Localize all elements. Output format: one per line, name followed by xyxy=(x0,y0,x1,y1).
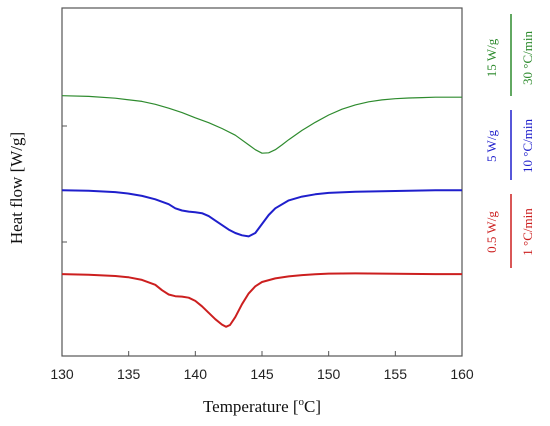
y-axis-ticks xyxy=(62,125,67,243)
series-line-2 xyxy=(61,272,462,328)
legend: 15 W/g 30 °C/min 5 W/g 10 °C/min 0.5 W/g 1 °C… xyxy=(484,14,535,268)
x-axis-ticks: 130 135 140 145 150 155 160 xyxy=(50,351,474,382)
x-axis-title: Temperature [oC] xyxy=(203,396,321,416)
legend-scale-label: 15 W/g xyxy=(484,38,499,77)
x-axis-title-main: Temperature [ xyxy=(203,397,299,416)
legend-rate-label: 10 °C/min xyxy=(520,119,535,173)
x-tick-label: 145 xyxy=(250,366,274,382)
x-tick-label: 150 xyxy=(317,366,341,382)
legend-rate-label: 30 °C/min xyxy=(520,31,535,85)
x-axis-title-tail: C] xyxy=(304,397,321,416)
plot-frame xyxy=(61,7,463,357)
series-lines xyxy=(61,95,462,328)
x-tick-label: 155 xyxy=(384,366,408,382)
x-tick-label: 135 xyxy=(117,366,141,382)
plot-border xyxy=(61,7,463,357)
legend-scale-label: 5 W/g xyxy=(484,130,499,162)
x-axis-title-sup: o xyxy=(299,396,305,408)
series-line-0 xyxy=(61,95,462,154)
x-tick-label: 140 xyxy=(184,366,208,382)
legend-scale-label: 0.5 W/g xyxy=(484,211,499,253)
series-line-1 xyxy=(61,189,462,238)
x-tick-label: 160 xyxy=(450,366,474,382)
x-tick-label: 130 xyxy=(50,366,74,382)
y-axis-title: Heat flow [W/g] xyxy=(7,132,26,244)
legend-rate-label: 1 °C/min xyxy=(520,208,535,256)
